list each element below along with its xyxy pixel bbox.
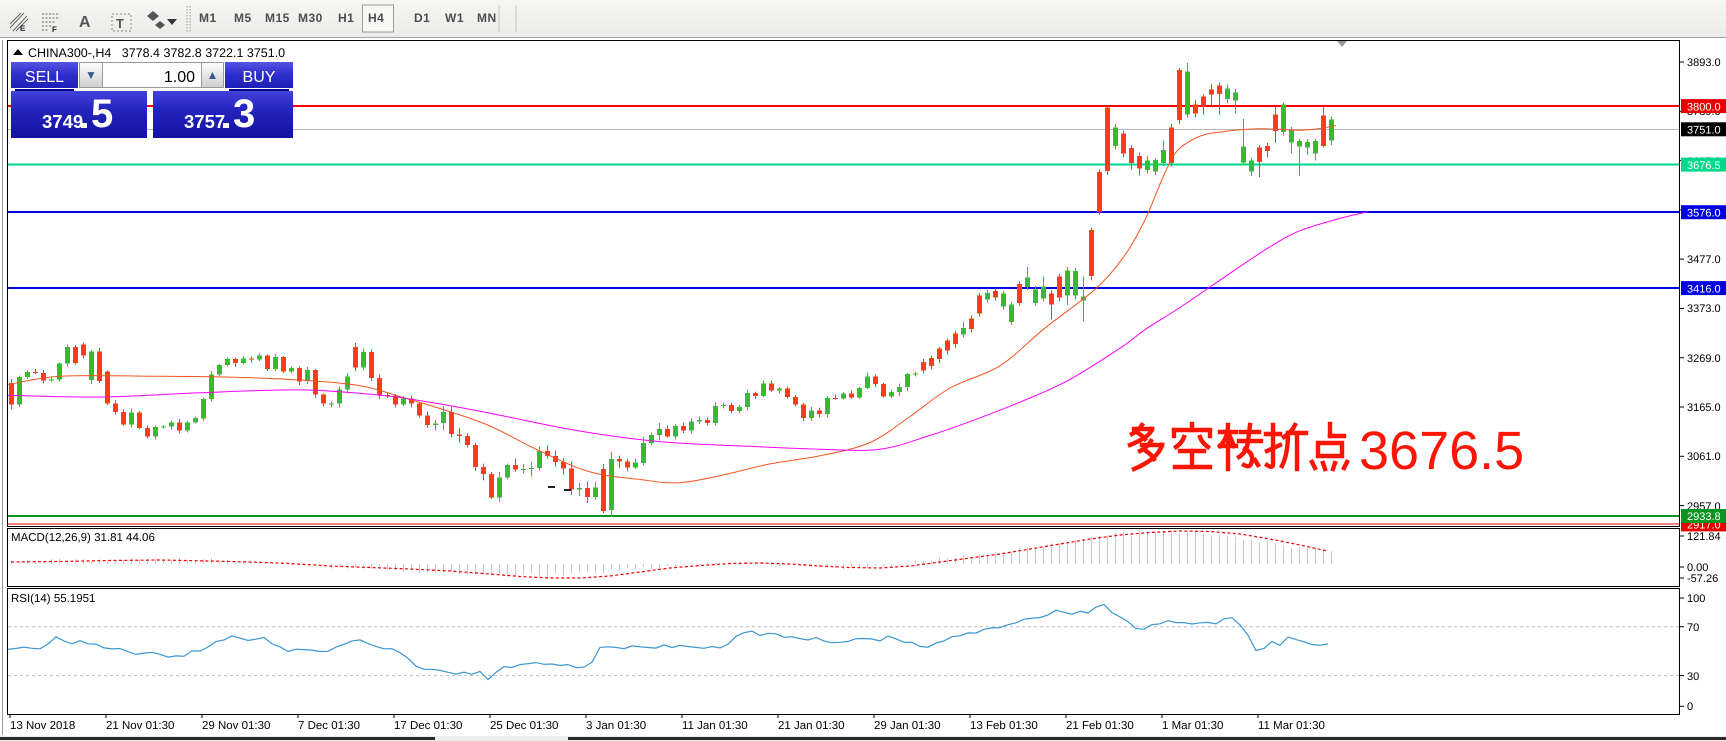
svg-text:121.84: 121.84 bbox=[1687, 531, 1721, 543]
svg-text:3676.5: 3676.5 bbox=[1687, 160, 1721, 172]
svg-text:21 Jan 01:30: 21 Jan 01:30 bbox=[778, 720, 845, 732]
svg-text:3576.0: 3576.0 bbox=[1687, 207, 1721, 219]
svg-text:70: 70 bbox=[1687, 622, 1699, 634]
svg-text:F: F bbox=[52, 25, 57, 34]
svg-text:29 Jan 01:30: 29 Jan 01:30 bbox=[874, 720, 941, 732]
svg-text:CHINA300-,H4 3778.4 3782.8 3: CHINA300-,H4 3778.4 3782.8 3722.1 3751.0 bbox=[28, 46, 285, 60]
svg-text:21 Feb 01:30: 21 Feb 01:30 bbox=[1066, 720, 1134, 732]
svg-text:A: A bbox=[79, 14, 91, 31]
svg-text:7 Dec 01:30: 7 Dec 01:30 bbox=[298, 720, 360, 732]
svg-text:3751.0: 3751.0 bbox=[1687, 125, 1721, 137]
svg-text:T: T bbox=[116, 16, 124, 31]
svg-text:3061.0: 3061.0 bbox=[1687, 451, 1721, 463]
svg-text:100: 100 bbox=[1687, 593, 1705, 605]
svg-text:3269.0: 3269.0 bbox=[1687, 353, 1721, 365]
svg-text:3676.5: 3676.5 bbox=[1359, 421, 1524, 481]
svg-text:2933.8: 2933.8 bbox=[1687, 511, 1721, 523]
svg-text:0: 0 bbox=[1687, 701, 1693, 713]
svg-text:11 Jan 01:30: 11 Jan 01:30 bbox=[682, 720, 748, 732]
svg-text:3416.0: 3416.0 bbox=[1687, 283, 1721, 295]
svg-text:3 Jan 01:30: 3 Jan 01:30 bbox=[586, 720, 646, 732]
svg-text:MACD(12,26,9) 31.81 44.06: MACD(12,26,9) 31.81 44.06 bbox=[11, 532, 155, 544]
svg-text:30: 30 bbox=[1687, 671, 1699, 683]
svg-text:1 Mar 01:30: 1 Mar 01:30 bbox=[1162, 720, 1223, 732]
svg-text:RSI(14) 55.1951: RSI(14) 55.1951 bbox=[11, 593, 95, 605]
svg-text:29 Nov 01:30: 29 Nov 01:30 bbox=[202, 720, 270, 732]
svg-text:3477.0: 3477.0 bbox=[1687, 254, 1721, 266]
svg-text:11 Mar 01:30: 11 Mar 01:30 bbox=[1258, 720, 1325, 732]
svg-text:3800.0: 3800.0 bbox=[1687, 101, 1721, 113]
svg-text:E: E bbox=[20, 24, 26, 33]
svg-text:25 Dec 01:30: 25 Dec 01:30 bbox=[490, 720, 558, 732]
svg-text:13 Feb 01:30: 13 Feb 01:30 bbox=[970, 720, 1038, 732]
svg-text:3893.0: 3893.0 bbox=[1687, 57, 1721, 69]
svg-text:13 Nov 2018: 13 Nov 2018 bbox=[10, 720, 75, 732]
svg-text:0.00: 0.00 bbox=[1687, 562, 1708, 574]
svg-text:21 Nov 01:30: 21 Nov 01:30 bbox=[106, 720, 174, 732]
svg-text:17 Dec 01:30: 17 Dec 01:30 bbox=[394, 720, 462, 732]
svg-text:3373.0: 3373.0 bbox=[1687, 303, 1721, 315]
svg-text:-57.26: -57.26 bbox=[1687, 573, 1718, 585]
svg-text:3165.0: 3165.0 bbox=[1687, 402, 1721, 414]
